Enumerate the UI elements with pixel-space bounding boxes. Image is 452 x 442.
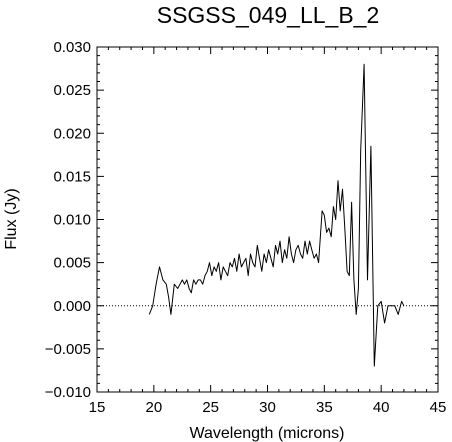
y-tick-label: 0.015 bbox=[53, 168, 91, 185]
y-axis-label: Flux (Jy) bbox=[3, 188, 20, 249]
x-axis-label: Wavelength (microns) bbox=[189, 425, 344, 442]
y-tick-label: 0.000 bbox=[53, 298, 91, 315]
x-tick-label: 20 bbox=[145, 399, 162, 416]
y-axis-ticks: −0.010 −0.005 0.000 0.005 0.010 0.015 0.020 0.0… bbox=[45, 39, 438, 401]
y-tick-label: −0.010 bbox=[45, 384, 91, 401]
y-tick-label: 0.020 bbox=[53, 125, 91, 142]
flux-series-line bbox=[148, 63, 405, 367]
plot-frame bbox=[96, 46, 439, 393]
chart-title: SSGSS_049_LL_B_2 bbox=[157, 2, 380, 28]
x-tick-label: 40 bbox=[373, 399, 390, 416]
x-tick-label: 15 bbox=[89, 399, 106, 416]
x-tick-label: 35 bbox=[316, 399, 333, 416]
y-tick-label: 0.010 bbox=[53, 212, 91, 229]
y-tick-label: 0.025 bbox=[53, 82, 91, 99]
y-tick-label: −0.005 bbox=[45, 341, 91, 358]
y-tick-label: 0.005 bbox=[53, 255, 91, 272]
x-tick-label: 25 bbox=[202, 399, 219, 416]
x-axis-ticks: 15 20 25 30 35 40 45 bbox=[89, 47, 447, 416]
x-tick-label: 30 bbox=[259, 399, 276, 416]
x-tick-label: 45 bbox=[430, 399, 447, 416]
y-tick-label: 0.030 bbox=[53, 39, 91, 56]
